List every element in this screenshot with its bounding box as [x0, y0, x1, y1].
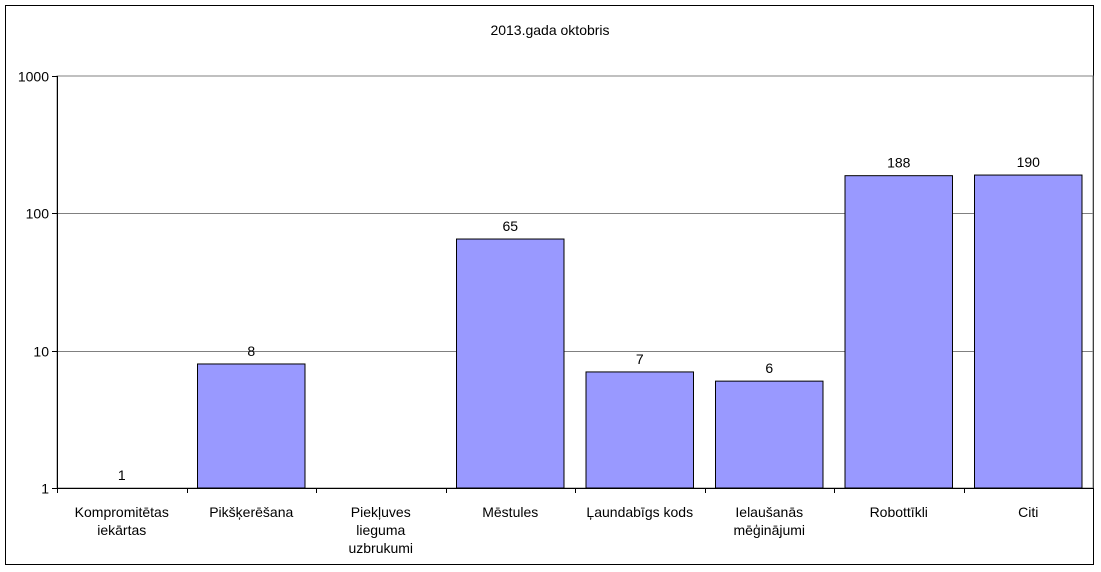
bar	[197, 363, 306, 489]
x-tick-label: Pikšķerēšana	[209, 504, 293, 520]
x-tick-label: Mēstules	[482, 504, 538, 520]
x-tick-label: Ļaundabīgs kods	[586, 504, 693, 520]
data-label: 65	[502, 218, 518, 234]
bar	[456, 238, 565, 489]
y-tick-label: 10	[33, 344, 49, 360]
bars	[197, 174, 1083, 489]
y-tick-label: 1000	[18, 69, 49, 85]
data-label: 188	[887, 155, 911, 171]
y-tick-label: 1	[41, 481, 49, 497]
x-tick-label: mēģinājumi	[733, 522, 805, 538]
bar	[844, 175, 953, 489]
bar	[585, 371, 694, 489]
x-tick-label: lieguma	[356, 522, 405, 538]
bar	[715, 380, 824, 489]
x-tick-label: Kompromitētas	[75, 504, 169, 520]
data-label: 8	[247, 343, 255, 359]
x-tick-label: Piekļuves	[351, 504, 411, 520]
data-label: 1	[118, 467, 126, 483]
data-labels: 1 8 65 7 6 188 190	[118, 154, 1040, 483]
x-tick-label: Robottīkli	[870, 504, 928, 520]
y-tick-label: 100	[26, 206, 50, 222]
bar	[974, 174, 1083, 489]
x-tick-label: iekārtas	[97, 522, 146, 538]
x-tick-label: Citi	[1018, 504, 1038, 520]
data-label: 190	[1017, 154, 1041, 170]
data-label: 7	[636, 351, 644, 367]
chart-title: 2013.gada oktobris	[490, 22, 609, 38]
data-label: 6	[765, 360, 773, 376]
x-tick-label: uzbrukumi	[348, 540, 413, 556]
axes: 1 10 100 1000 Kompromitētas iekārtas Pikšķerēš…	[18, 69, 1094, 556]
x-tick-label: Ielaušanās	[735, 504, 803, 520]
